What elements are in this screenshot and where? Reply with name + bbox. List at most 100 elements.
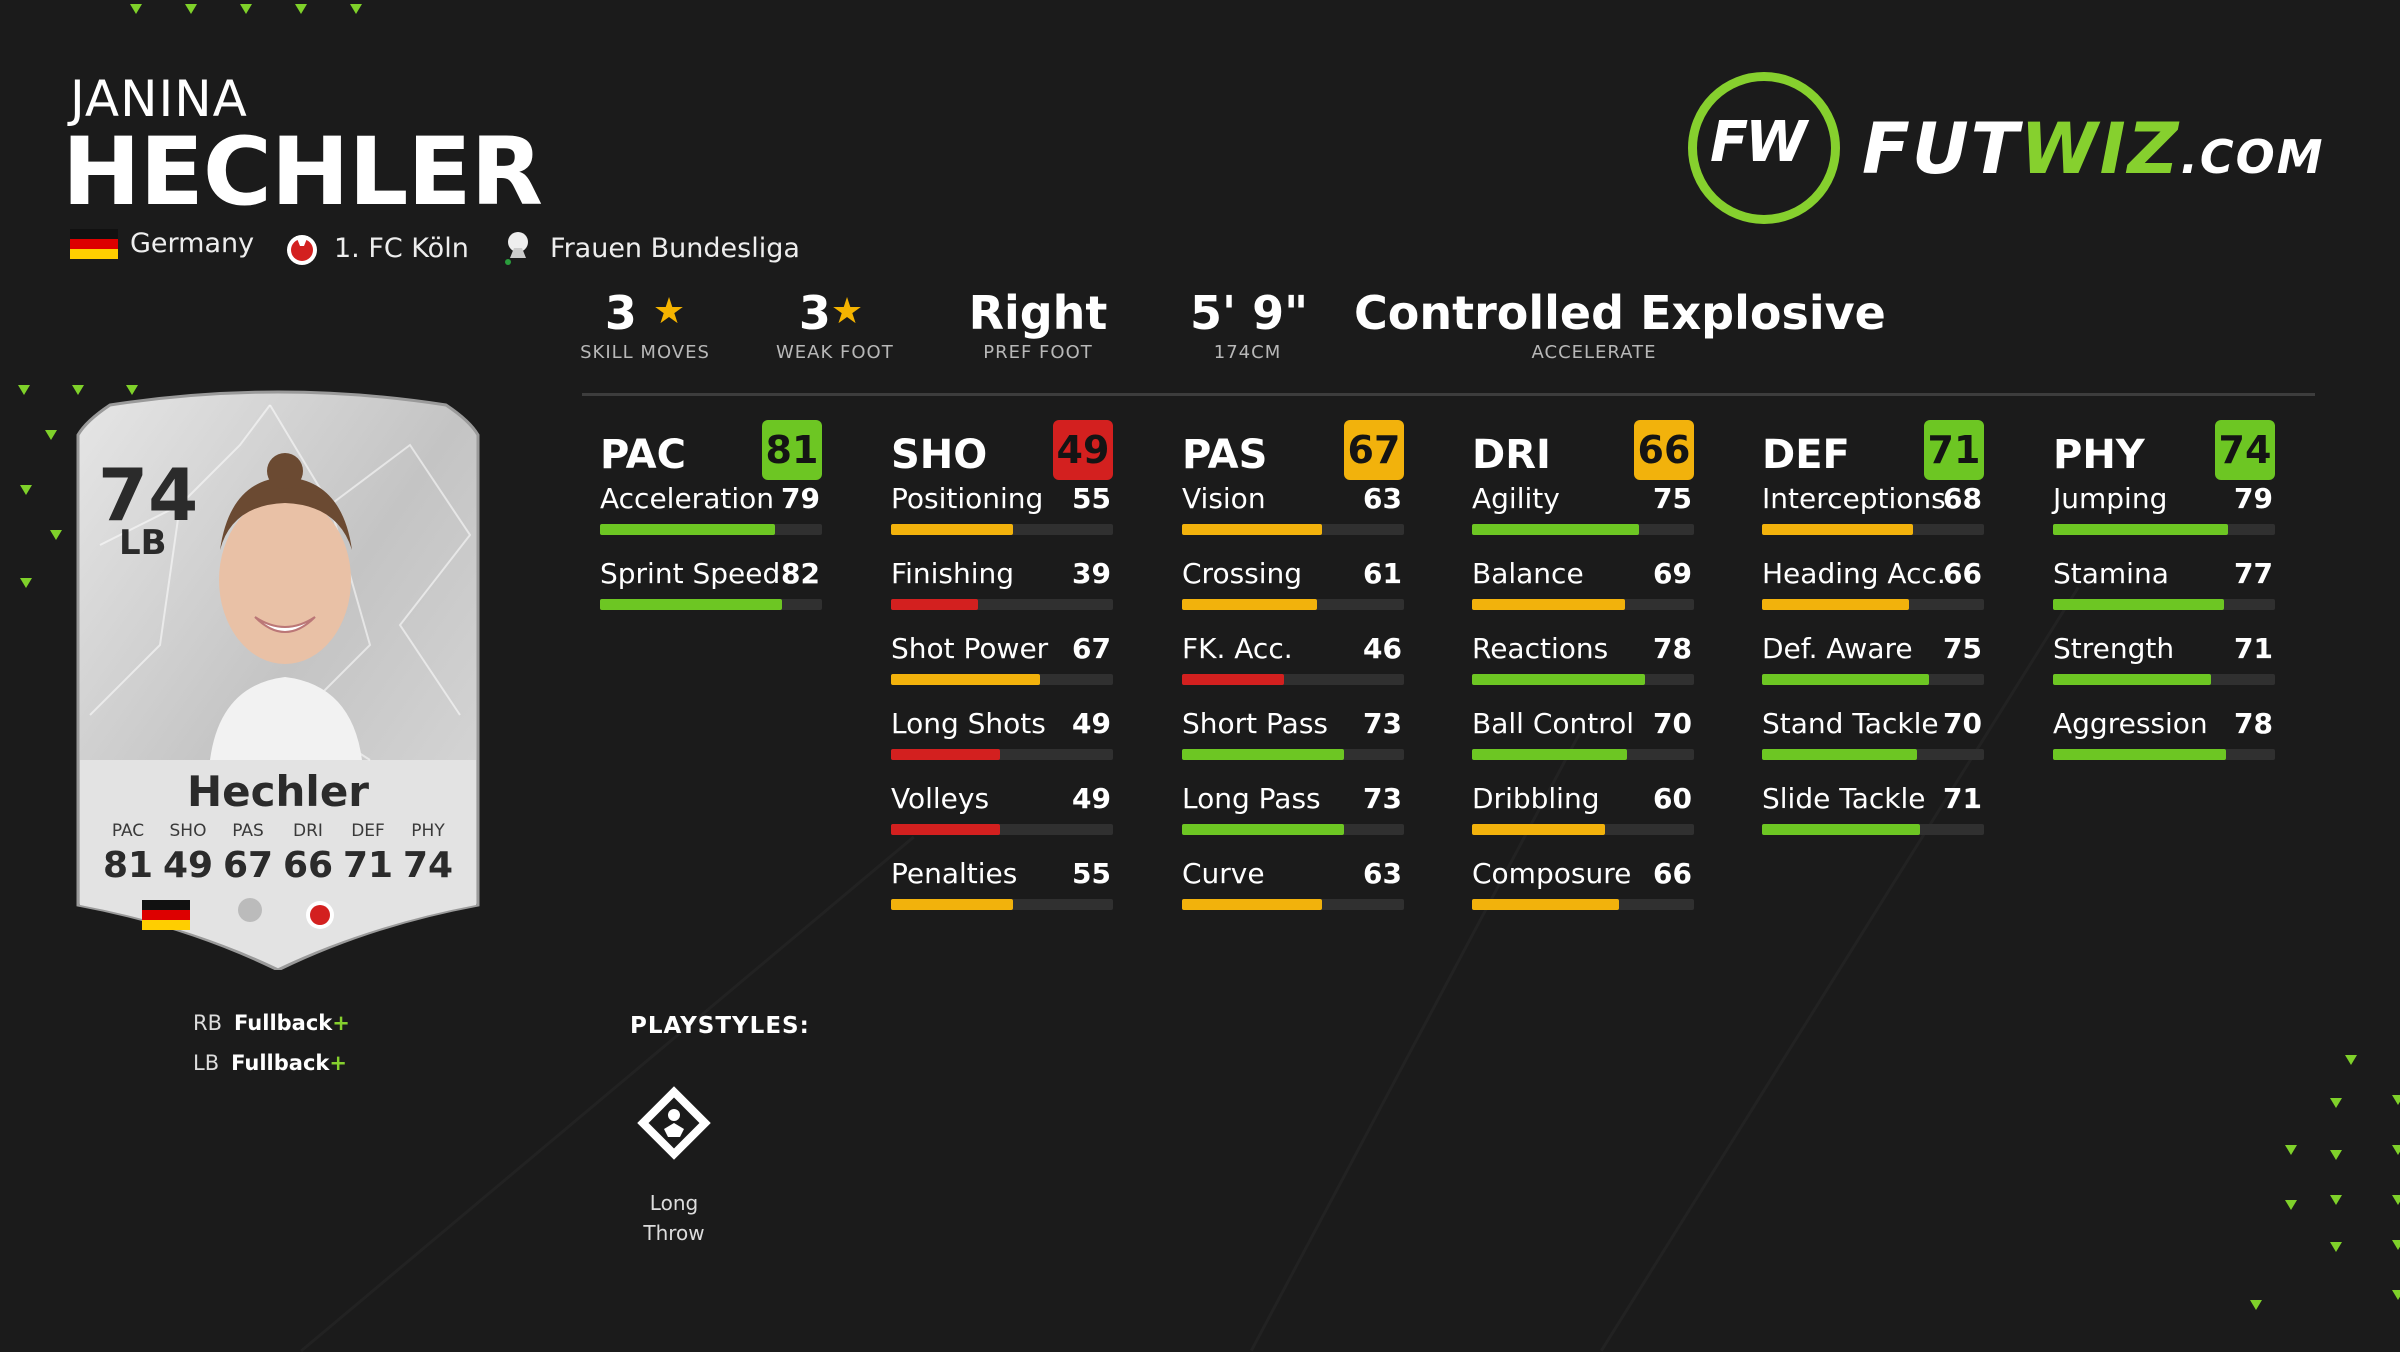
card-stat-value: 66 [282, 845, 334, 886]
skill-moves-value: 3 [604, 286, 637, 340]
stat-bar-fill [2053, 599, 2224, 610]
stat-row: Volleys 49 [891, 782, 1113, 857]
stat-bar-fill [891, 524, 1014, 535]
playstyle-label-line: Long [649, 1191, 699, 1215]
player-first-name: JANINA [70, 70, 248, 128]
stat-name: Shot Power [891, 632, 1049, 665]
stat-row: Strength 71 [2053, 632, 2275, 707]
stat-row: Positioning 55 [891, 482, 1113, 557]
stat-bar-fill [1762, 749, 1918, 760]
triangle-icon [2330, 1150, 2342, 1160]
stat-bar-track [600, 524, 822, 535]
stat-row: Slide Tackle 71 [1762, 782, 1984, 857]
stat-value: 78 [2234, 707, 2273, 740]
futwiz-logo[interactable]: FW FUTWIZ.COM [1688, 72, 2323, 224]
stat-name: Dribbling [1472, 782, 1600, 815]
stat-row: Composure 66 [1472, 857, 1694, 932]
triangle-icon [2285, 1200, 2297, 1210]
stat-value: 82 [781, 557, 820, 590]
stat-value: 75 [1943, 632, 1982, 665]
card-stat-label: PHY [411, 821, 445, 841]
long-throw-icon[interactable] [636, 1085, 712, 1161]
stat-column-sho: SHO 49 Positioning 55 Finishing 39 Shot Power 6… [891, 420, 1113, 932]
card-stat-pas: PAS 67 [220, 821, 276, 886]
stat-bar-track [891, 749, 1113, 760]
weak-foot: 3★ WEAK FOOT [776, 286, 893, 363]
stat-value: 60 [1653, 782, 1692, 815]
stat-name: Slide Tackle [1762, 782, 1926, 815]
stat-name: Curve [1182, 857, 1265, 890]
stat-name: Ball Control [1472, 707, 1635, 740]
stat-row: Long Shots 49 [891, 707, 1113, 782]
card-player-name: Hechler [186, 767, 370, 816]
skill-moves: 3 ★ SKILL MOVES [580, 286, 710, 363]
stat-name: Def. Aware [1762, 632, 1913, 665]
stat-row: Stand Tackle 70 [1762, 707, 1984, 782]
triangle-icon [20, 485, 32, 495]
stat-column-def: DEF 71 Interceptions 68 Heading Acc. 66 Def. A… [1762, 420, 1984, 857]
stat-category-name: PAS [1182, 432, 1268, 478]
playstyle-label-line: Throw [643, 1221, 705, 1245]
nation-info: Germany [70, 228, 254, 259]
stat-bar-fill [1182, 524, 1322, 535]
triangle-icon [185, 4, 197, 14]
stat-name: Strength [2053, 632, 2175, 665]
stat-value: 67 [1072, 632, 1111, 665]
triangle-icon [2392, 1095, 2400, 1105]
card-stat-sho: SHO 49 [160, 821, 216, 886]
stat-name: Acceleration [600, 482, 774, 515]
stat-row: Reactions 78 [1472, 632, 1694, 707]
triangle-icon [240, 4, 252, 14]
stat-value: 73 [1363, 782, 1402, 815]
stat-bar-fill [1762, 824, 1920, 835]
stat-bar-track [2053, 524, 2275, 535]
stat-row: Agility 75 [1472, 482, 1694, 557]
logo-mark: FW [1710, 110, 1807, 175]
stat-row: Balance 69 [1472, 557, 1694, 632]
stat-bar-fill [2053, 749, 2227, 760]
card-stat-def: DEF 71 [340, 821, 396, 886]
stat-bar-track [1182, 749, 1404, 760]
card-stat-value: 49 [162, 845, 214, 886]
logo-circle [1688, 72, 1840, 224]
stat-name: Penalties [891, 857, 1018, 890]
league-name: Frauen Bundesliga [550, 232, 800, 264]
stat-row: Short Pass 73 [1182, 707, 1404, 782]
stat-name: Composure [1472, 857, 1632, 890]
stat-bar-fill [1472, 824, 1606, 835]
card-stat-value: 81 [102, 845, 154, 886]
stat-bar-fill [891, 674, 1040, 685]
alt-position-row[interactable]: RB Fullback+ [193, 1011, 350, 1035]
stat-value: 79 [781, 482, 820, 515]
stat-value: 79 [2234, 482, 2273, 515]
stat-column-header: PHY 74 [2053, 420, 2275, 482]
triangle-icon [2330, 1242, 2342, 1252]
stat-name: Long Pass [1182, 782, 1321, 815]
stat-bar-track [1762, 599, 1984, 610]
stat-name: Short Pass [1182, 707, 1329, 740]
card-background [76, 390, 480, 970]
stat-bar-track [1762, 524, 1984, 535]
stat-column-pas: PAS 67 Vision 63 Crossing 61 FK. Acc. 46 Short P… [1182, 420, 1404, 932]
stat-bar-track [1182, 524, 1404, 535]
stat-category-name: DRI [1472, 432, 1551, 478]
stat-bar-fill [1182, 599, 1318, 610]
stat-name: Long Shots [891, 707, 1046, 740]
stat-bar-fill [1762, 674, 1929, 685]
stat-row: Def. Aware 75 [1762, 632, 1984, 707]
alt-position-row[interactable]: LB Fullback+ [193, 1051, 347, 1075]
stat-name: Aggression [2053, 707, 2208, 740]
card-position: LB [119, 523, 167, 563]
stat-row: Long Pass 73 [1182, 782, 1404, 857]
stat-bar-track [2053, 749, 2275, 760]
logo-word-accent: WIZ [2020, 108, 2181, 190]
pref-foot: Right PREF FOOT [968, 286, 1108, 363]
stat-bar-fill [1182, 899, 1322, 910]
card-stat-value: 71 [342, 845, 394, 886]
stat-bar-fill [600, 599, 783, 610]
stat-bar-fill [1472, 599, 1626, 610]
stat-value: 71 [2234, 632, 2273, 665]
stat-bar-fill [1472, 899, 1619, 910]
plus-icon: + [332, 1011, 350, 1035]
stat-name: Stand Tackle [1762, 707, 1939, 740]
